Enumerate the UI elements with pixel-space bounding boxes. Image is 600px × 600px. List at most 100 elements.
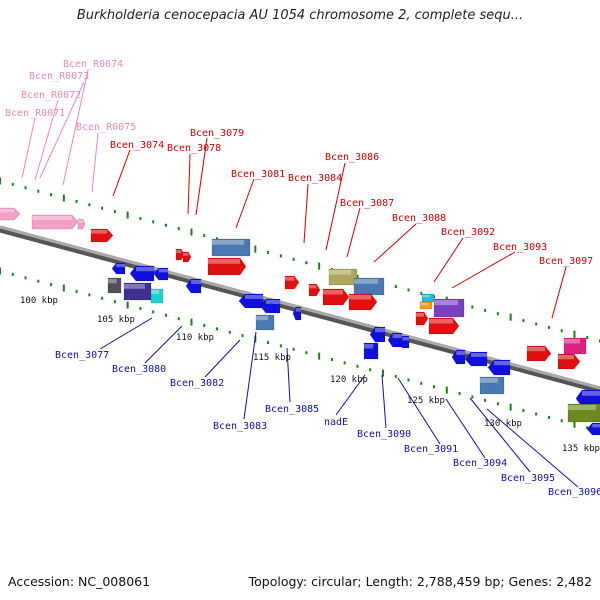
- feature-highlight: [582, 391, 600, 396]
- minor-tick: [164, 223, 167, 227]
- kbp-tick-label: 120 kbp: [330, 375, 368, 385]
- minor-tick: [11, 182, 14, 186]
- minor-tick: [496, 312, 499, 316]
- feature-highlight: [568, 405, 596, 411]
- leader-line: [381, 374, 387, 429]
- gene-bottom: [586, 422, 600, 436]
- minor-tick: [535, 322, 538, 326]
- major-tick: [126, 211, 129, 219]
- feature-highlight: [402, 337, 409, 341]
- gene-top: [211, 238, 251, 257]
- feature-highlight: [158, 269, 168, 273]
- minor-tick: [471, 305, 474, 309]
- minor-tick: [24, 186, 27, 190]
- leader-line: [373, 223, 417, 263]
- feature-highlight: [32, 216, 72, 220]
- gene-top: [322, 288, 350, 306]
- minor-tick: [471, 395, 474, 399]
- feature-label-bottom: Bcen_3085: [265, 404, 319, 415]
- feature-highlight: [116, 264, 125, 268]
- feature-label-bottom: Bcen_3082: [170, 378, 224, 389]
- minor-tick: [228, 330, 231, 334]
- gene-bottom: [369, 326, 386, 343]
- minor-tick: [11, 272, 14, 276]
- minor-tick: [305, 351, 308, 355]
- feature-label-bottom: nadE: [324, 417, 348, 428]
- feature-highlight: [329, 270, 351, 275]
- kbp-tick-label: 100 kbp: [20, 296, 58, 306]
- scale-ticks: [0, 177, 600, 433]
- major-tick: [381, 369, 384, 377]
- leader-line: [451, 251, 516, 289]
- major-tick: [190, 228, 193, 236]
- feature-highlight: [176, 250, 182, 254]
- gene-bottom: [363, 342, 379, 360]
- feature-label-top: Bcen_3086: [325, 152, 379, 163]
- feature-label-top: Bcen_3093: [493, 242, 547, 253]
- kbp-tick-label: 110 kbp: [176, 333, 214, 343]
- feature-highlight: [245, 295, 263, 299]
- minor-tick: [177, 227, 180, 231]
- minor-tick: [356, 364, 359, 368]
- kbp-tick-label: 130 kbp: [484, 419, 522, 429]
- feature-highlight: [285, 277, 295, 281]
- gene-bottom: [567, 403, 600, 423]
- minor-tick: [547, 415, 550, 419]
- map-title: Burkholderia cenocepacia AU 1054 chromos…: [76, 8, 524, 23]
- minor-tick: [152, 310, 155, 314]
- feature-label-bottom: Bcen_3091: [404, 444, 458, 455]
- minor-tick: [586, 336, 589, 340]
- minor-tick: [101, 296, 104, 300]
- feature-highlight: [471, 353, 487, 357]
- minor-tick: [279, 254, 282, 258]
- feature-label-top: Bcen_3074: [110, 140, 164, 151]
- gene-bottom: [107, 277, 122, 294]
- minor-tick: [216, 327, 219, 331]
- feature-highlight: [480, 378, 498, 383]
- major-tick: [445, 386, 448, 394]
- gene-top: [308, 283, 321, 297]
- minor-tick: [113, 300, 116, 304]
- leader-line: [325, 162, 346, 251]
- minor-tick: [292, 257, 295, 261]
- feature-highlight: [136, 267, 154, 272]
- minor-tick: [496, 402, 499, 406]
- minor-tick: [394, 375, 397, 379]
- feature-layer: [0, 207, 600, 436]
- feature-highlight: [78, 220, 83, 223]
- feature-highlight: [349, 295, 371, 300]
- minor-tick: [177, 317, 180, 321]
- feature-highlight: [392, 334, 402, 338]
- leader-line: [445, 398, 486, 459]
- minor-tick: [420, 291, 423, 295]
- kbp-tick-label: 105 kbp: [97, 315, 135, 325]
- minor-tick: [37, 279, 40, 283]
- leader-line: [235, 178, 255, 229]
- feature-highlight: [434, 300, 458, 306]
- major-tick: [509, 403, 512, 411]
- rna-feature: [31, 214, 79, 230]
- gene-bottom: [259, 298, 281, 314]
- minor-tick: [433, 385, 436, 389]
- leader-line: [303, 183, 309, 244]
- gene-bottom: [255, 314, 275, 331]
- leader-line: [99, 317, 153, 350]
- feature-label-top: Bcen_3084: [288, 173, 342, 184]
- feature-label-top: Bcen_R0072: [21, 90, 81, 101]
- minor-tick: [586, 426, 589, 430]
- gene-top: [348, 293, 378, 311]
- minor-tick: [433, 295, 436, 299]
- feature-highlight: [295, 308, 301, 312]
- gene-bottom: [387, 332, 403, 348]
- gene-top: [415, 311, 429, 326]
- minor-tick: [407, 378, 410, 382]
- feature-highlight: [183, 253, 189, 256]
- leader-line: [39, 81, 85, 179]
- leader-line: [204, 339, 241, 378]
- feature-label-top: Bcen_R0071: [5, 108, 65, 119]
- gene-bottom: [111, 262, 126, 275]
- major-tick: [126, 301, 129, 309]
- feature-highlight: [323, 290, 343, 295]
- gene-top: [90, 228, 114, 243]
- leader-line: [34, 99, 59, 181]
